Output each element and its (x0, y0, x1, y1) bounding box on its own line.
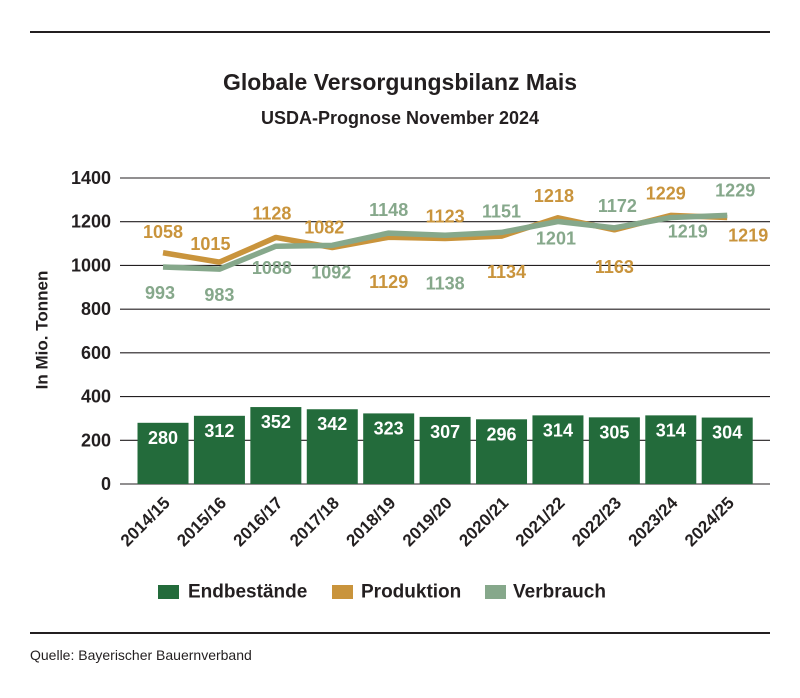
bar-endbestaende (476, 419, 528, 484)
point-label-verbrauch: 1219 (668, 222, 708, 242)
y-tick-label: 0 (101, 474, 111, 494)
y-tick-label: 1000 (71, 255, 111, 275)
bar-endbestaende (532, 415, 584, 484)
point-label-produktion: 1134 (487, 262, 526, 282)
point-label-verbrauch: 983 (204, 285, 234, 305)
bar-endbestaende (306, 409, 358, 484)
point-label-produktion: 1058 (143, 222, 183, 242)
y-tick-label: 600 (81, 343, 111, 363)
point-label-produktion: 1015 (190, 234, 230, 254)
point-label-produktion: 1082 (304, 218, 344, 238)
x-tick-label: 2016/17 (230, 493, 287, 550)
x-axis-ticks: 2014/15 2015/16 2016/17 2017/18 2018/19 2019/… (117, 493, 738, 550)
bar-value-label-endbestaende: 312 (204, 421, 234, 441)
data-labels: 280 312 352 342 323 307 296 314 305 314 304 1058 101… (143, 180, 768, 447)
point-label-verbrauch: 1088 (252, 258, 292, 278)
legend-label-verbrauch: Verbrauch (513, 582, 606, 603)
point-label-produktion: 1163 (595, 257, 634, 277)
y-axis-title: In Mio. Tonnen (33, 271, 52, 390)
bar-value-label-endbestaende: 305 (599, 422, 629, 442)
x-tick-label: 2022/23 (568, 493, 625, 550)
bar-value-label-endbestaende: 323 (374, 418, 404, 438)
x-tick-label: 2019/20 (399, 493, 456, 550)
legend-label-endbestaende: Endbestände (188, 582, 307, 603)
bar-value-label-endbestaende: 314 (543, 420, 573, 440)
legend-item-verbrauch: Verbrauch (485, 582, 606, 603)
x-tick-label: 2021/22 (512, 493, 569, 550)
bar-value-label-endbestaende: 304 (712, 423, 742, 443)
bar-endbestaende (193, 415, 245, 484)
bar-value-label-endbestaende: 307 (430, 422, 460, 442)
chart-subtitle: USDA-Prognose November 2024 (261, 108, 539, 128)
y-tick-label: 200 (81, 430, 111, 450)
point-label-produktion: 1128 (252, 203, 291, 223)
bar-series (137, 407, 753, 484)
bar-value-label-endbestaende: 296 (487, 424, 517, 444)
point-label-produktion: 1219 (728, 226, 768, 246)
legend-swatch-endbestaende (158, 585, 179, 599)
bar-value-label-endbestaende: 352 (261, 412, 291, 432)
x-tick-label: 2017/18 (286, 493, 343, 550)
bar-endbestaende (588, 417, 640, 484)
x-tick-label: 2015/16 (173, 493, 230, 550)
point-label-produktion: 1123 (426, 207, 465, 227)
point-label-produktion: 1229 (646, 183, 686, 203)
line-series (162, 212, 728, 272)
y-tick-label: 1400 (71, 168, 111, 188)
y-tick-label: 800 (81, 299, 111, 319)
point-label-produktion: 1129 (369, 272, 408, 292)
line-verbrauch (162, 212, 728, 272)
legend-label-produktion: Produktion (361, 582, 461, 603)
point-label-verbrauch: 1201 (536, 228, 576, 248)
point-label-verbrauch: 1148 (369, 200, 408, 220)
point-label-verbrauch: 993 (145, 283, 175, 303)
point-label-produktion: 1218 (534, 186, 574, 206)
point-label-verbrauch: 1172 (598, 196, 637, 216)
bar-endbestaende (701, 417, 753, 484)
x-tick-label: 2014/15 (117, 493, 174, 550)
point-label-verbrauch: 1151 (482, 201, 521, 221)
x-tick-label: 2020/21 (455, 493, 512, 550)
point-label-verbrauch: 1229 (715, 180, 755, 200)
y-tick-label: 400 (81, 387, 111, 407)
bar-value-label-endbestaende: 280 (148, 428, 178, 448)
point-label-verbrauch: 1138 (426, 273, 465, 293)
x-tick-label: 2018/19 (343, 493, 400, 550)
bar-endbestaende (363, 413, 415, 484)
x-tick-label: 2024/25 (681, 493, 738, 550)
bar-endbestaende (419, 416, 471, 484)
bar-endbestaende (137, 422, 189, 484)
source-note: Quelle: Bayerischer Bauernverband (30, 647, 252, 663)
y-tick-label: 1200 (71, 212, 111, 232)
legend-swatch-produktion (332, 585, 353, 599)
bar-value-label-endbestaende: 314 (656, 420, 686, 440)
bar-endbestaende (250, 407, 302, 484)
point-label-verbrauch: 1092 (311, 262, 351, 282)
bar-value-label-endbestaende: 342 (317, 414, 347, 434)
legend-item-endbestaende: Endbestände (158, 582, 307, 603)
y-axis-ticks: 0 200 400 600 800 1000 1200 1400 (71, 168, 111, 494)
legend: Endbestände Produktion Verbrauch (158, 582, 606, 603)
bar-endbestaende (645, 415, 697, 484)
chart-title: Globale Versorgungsbilanz Mais (223, 69, 577, 95)
x-tick-label: 2023/24 (625, 493, 682, 550)
legend-item-produktion: Produktion (332, 582, 461, 603)
legend-swatch-verbrauch (485, 585, 506, 599)
